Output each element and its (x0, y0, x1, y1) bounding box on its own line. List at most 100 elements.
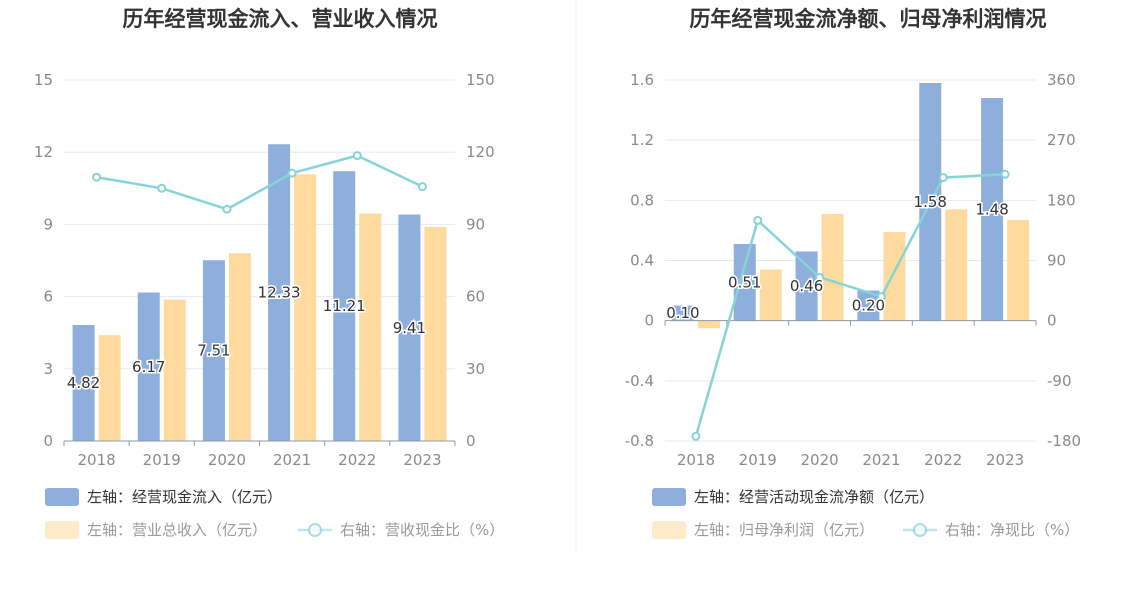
bar-data-label: 0.51 (728, 273, 761, 291)
legend-swatch-secondary (45, 521, 79, 539)
right-axis-tick-label: 90 (1047, 252, 1066, 270)
x-axis-tick-label: 2019 (739, 451, 777, 469)
bar-data-label: 1.48 (975, 200, 1008, 218)
bar-data-label: 0.46 (790, 277, 823, 295)
x-axis-tick-label: 2018 (677, 451, 715, 469)
bar-data-label: 4.82 (67, 374, 100, 392)
bar-primary (981, 98, 1004, 321)
bar-secondary (883, 231, 906, 321)
chart-title: 历年经营现金流入、营业收入情况 (123, 7, 438, 31)
left-axis-tick-label: 1.6 (630, 71, 654, 89)
ratio-line-path (694, 173, 1006, 437)
legend-label-primary: 左轴：经营活动现金流净额（亿元） (694, 488, 934, 506)
bar-data-label: 0.20 (852, 297, 885, 315)
bar-primary (202, 260, 225, 441)
right-axis-tick-label: 120 (466, 143, 495, 161)
bar-primary (72, 324, 95, 441)
bar-data-label: 0.10 (666, 304, 699, 322)
bar-secondary (1007, 219, 1030, 321)
bar-secondary (98, 335, 121, 441)
bars (72, 144, 447, 442)
chart-net-cashflow-profit: 历年经营现金流净额、归母净利润情况 -0.8 -0.4 0 0.4 0.8 1.2 1.6 -… (625, 7, 1081, 539)
legend-label-secondary: 左轴：归母净利润（亿元） (694, 521, 874, 539)
bar-data-label: 1.58 (914, 193, 947, 211)
legend-label-ratio: 右轴：净现比（%） (945, 521, 1079, 539)
x-axis-tick-label: 2023 (986, 451, 1024, 469)
bar-data-label: 9.41 (393, 319, 426, 337)
ratio-point (1000, 169, 1010, 179)
right-axis-tick-label: 60 (466, 288, 485, 306)
data-labels: 0.10 0.51 0.46 0.20 1.58 1.48 (665, 191, 1011, 323)
left-axis-tick-label: 9 (43, 215, 53, 233)
x-axis-tick-label: 2021 (862, 451, 900, 469)
bar-secondary (424, 226, 447, 441)
x-axis-tick-label: 2020 (208, 451, 246, 469)
bar-primary (857, 290, 880, 321)
left-axis-tick-label: 0.4 (630, 252, 654, 270)
bar-primary (333, 171, 356, 442)
bar-data-label: 7.51 (197, 342, 230, 360)
ratio-point (287, 168, 297, 178)
right-axis-tick-label: 90 (466, 215, 485, 233)
right-axis-tick-label: 360 (1047, 71, 1076, 89)
bars (671, 83, 1030, 329)
bar-primary (137, 292, 160, 441)
bar-secondary (945, 209, 968, 321)
legend-swatch-secondary (652, 521, 686, 539)
ratio-line (92, 151, 427, 214)
data-labels: 4.82 6.17 7.51 12.33 11.21 9.41 (65, 282, 427, 393)
legend: 左轴：经营活动现金流净额（亿元） 左轴：归母净利润（亿元） 右轴：净现比（%） (652, 488, 1079, 539)
bar-secondary (228, 253, 251, 441)
chart-title: 历年经营现金流净额、归母净利润情况 (690, 7, 1047, 31)
bar-data-label: 6.17 (132, 358, 165, 376)
x-axis-tick-label: 2021 (273, 451, 311, 469)
left-axis-tick-label: -0.4 (625, 372, 654, 390)
right-axis-tick-label: -90 (1047, 372, 1072, 390)
ratio-point (753, 215, 763, 225)
x-axis-tick-label: 2019 (143, 451, 181, 469)
x-axis-tick-label: 2022 (338, 451, 376, 469)
left-axis-tick-label: 0 (644, 312, 654, 330)
x-axis-tick-label: 2018 (77, 451, 115, 469)
left-axis-tick-label: 12 (34, 143, 53, 161)
ratio-point (417, 182, 427, 192)
right-axis-tick-label: 180 (1047, 191, 1076, 209)
bar-secondary (294, 174, 317, 441)
bar-secondary (359, 213, 382, 441)
legend-marker-ratio (308, 523, 322, 537)
left-axis-tick-label: 3 (43, 360, 53, 378)
left-axis-tick-label: 1.2 (630, 131, 654, 149)
gridlines (665, 79, 1036, 442)
legend-label-ratio: 右轴：营收现金比（%） (340, 521, 504, 539)
ratio-line-path (96, 154, 423, 211)
ratio-point (222, 204, 232, 214)
right-axis-tick-label: 0 (1047, 312, 1057, 330)
right-axis-tick-label: -180 (1047, 432, 1081, 450)
ratio-point (352, 151, 362, 161)
bar-secondary (163, 299, 186, 441)
bar-primary (398, 214, 421, 441)
left-axis-tick-label: 15 (34, 71, 53, 89)
x-axis-tick-label: 2022 (924, 451, 962, 469)
bar-primary (268, 144, 291, 441)
gridlines (64, 79, 455, 370)
bar-secondary (697, 320, 720, 329)
ratio-point (157, 183, 167, 193)
left-axis-tick-label: 0.8 (630, 191, 654, 209)
bar-secondary (821, 213, 844, 321)
left-axis-tick-label: -0.8 (625, 432, 654, 450)
axes: -0.8 -0.4 0 0.4 0.8 1.2 1.6 -180 -90 0 90 180 270 360… (625, 71, 1081, 469)
bar-primary (671, 305, 694, 321)
bar-primary (733, 243, 756, 321)
ratio-point (691, 431, 701, 441)
right-axis-tick-label: 150 (466, 71, 495, 89)
legend: 左轴：经营现金流入（亿元） 左轴：营业总收入（亿元） 右轴：营收现金比（%） (45, 488, 504, 539)
left-axis-tick-label: 0 (43, 432, 53, 450)
chart-cash-inflow-revenue: 历年经营现金流入、营业收入情况 036912150306090120150201… (34, 7, 504, 539)
right-axis-tick-label: 30 (466, 360, 485, 378)
legend-marker-ratio (913, 523, 927, 537)
ratio-point (876, 292, 886, 302)
bar-secondary (759, 269, 782, 321)
legend-label-secondary: 左轴：营业总收入（亿元） (87, 521, 267, 539)
